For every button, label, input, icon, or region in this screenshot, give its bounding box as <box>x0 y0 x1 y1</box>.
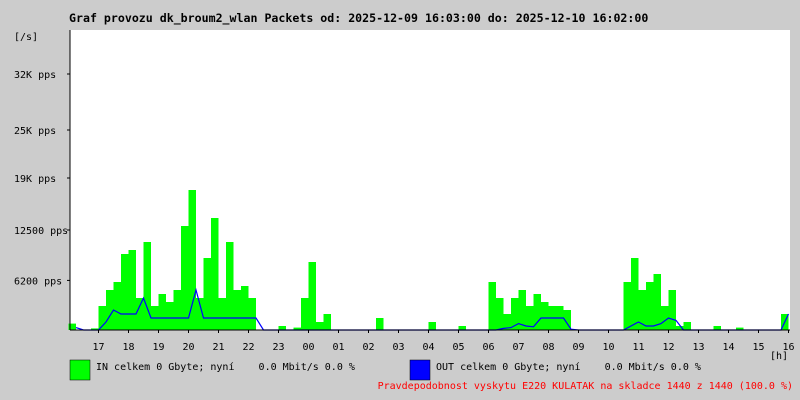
in-bar <box>173 290 181 330</box>
x-tick-label: 07 <box>512 342 524 353</box>
in-bar <box>293 327 301 330</box>
x-tick-label: 10 <box>602 342 614 353</box>
x-tick-label: 09 <box>572 342 584 353</box>
x-tick-label: 15 <box>752 342 764 353</box>
in-bar <box>668 290 676 330</box>
plot-area <box>70 30 790 330</box>
in-bar <box>301 298 309 330</box>
in-bar <box>136 298 144 330</box>
in-bar <box>158 294 166 330</box>
legend-swatch <box>409 359 431 381</box>
in-bar <box>128 250 136 330</box>
x-tick-label: 13 <box>692 342 704 353</box>
in-bar <box>541 302 549 330</box>
in-bar <box>376 318 384 330</box>
x-tick-label: 18 <box>122 342 134 353</box>
y-tick-label: 12500 pps <box>14 226 68 237</box>
in-bar <box>218 298 226 330</box>
x-tick-label: 08 <box>542 342 554 353</box>
x-tick-label: 00 <box>302 342 314 353</box>
x-tick-label: 16 <box>782 342 794 353</box>
in-bar <box>143 242 151 330</box>
in-bar <box>233 290 241 330</box>
chart-title: Graf provozu dk_broum2_wlan Packets od: … <box>69 11 648 26</box>
legend-swatch <box>69 359 91 381</box>
y-tick-label: 25K pps <box>14 126 56 137</box>
y-tick-label: 6200 pps <box>14 276 62 287</box>
x-tick-label: 04 <box>422 342 434 353</box>
in-bar <box>661 306 669 330</box>
in-bar <box>211 218 219 330</box>
x-tick-label: 06 <box>482 342 494 353</box>
in-bar <box>241 286 249 330</box>
in-bar <box>638 290 646 330</box>
in-bar <box>736 327 744 330</box>
in-bar <box>248 298 256 330</box>
x-tick-label: 20 <box>182 342 194 353</box>
in-bar <box>203 258 211 330</box>
in-bar <box>503 314 511 330</box>
x-tick-label: 21 <box>212 342 224 353</box>
y-tick-label: 32K pps <box>14 70 56 81</box>
in-bar <box>226 242 234 330</box>
in-bar <box>188 190 196 330</box>
in-bar <box>623 282 631 330</box>
in-bar <box>121 254 129 330</box>
in-bar <box>106 290 114 330</box>
x-tick-label: 03 <box>392 342 404 353</box>
in-bar <box>676 326 684 330</box>
in-bar <box>526 306 534 330</box>
in-bar <box>316 322 324 330</box>
in-bar <box>683 322 691 330</box>
in-bar <box>646 282 654 330</box>
in-bar <box>323 314 331 330</box>
in-bar <box>91 328 99 330</box>
x-tick-label: 22 <box>242 342 254 353</box>
in-bar <box>181 226 189 330</box>
legend-label: OUT celkem 0 Gbyte; nyní 0.0 Mbit/s 0.0 … <box>436 361 701 373</box>
in-bar <box>278 326 286 330</box>
footnote: Pravdepodobnost vyskytu E220 KULATAK na … <box>378 381 793 392</box>
x-tick-label: 23 <box>272 342 284 353</box>
x-tick-label: 05 <box>452 342 464 353</box>
in-bar <box>533 294 541 330</box>
legend-label: IN celkem 0 Gbyte; nyní 0.0 Mbit/s 0.0 % <box>96 361 355 373</box>
in-bar <box>308 262 316 330</box>
in-bar <box>488 282 496 330</box>
x-tick-label: 14 <box>722 342 734 353</box>
y-tick-label: 19K pps <box>14 174 56 185</box>
in-bar <box>518 290 526 330</box>
in-bar <box>166 302 174 330</box>
in-bar <box>428 322 436 330</box>
in-bar <box>563 310 571 330</box>
in-bar <box>631 258 639 330</box>
in-bar <box>653 274 661 330</box>
x-tick-label: 12 <box>662 342 674 353</box>
x-tick-label: 19 <box>152 342 164 353</box>
in-bar <box>68 323 76 330</box>
in-bar <box>113 282 121 330</box>
in-bar <box>496 298 504 330</box>
x-tick-label: 17 <box>92 342 104 353</box>
in-bar <box>511 298 519 330</box>
in-bar <box>98 306 106 330</box>
in-bar <box>713 326 721 330</box>
x-unit-label: [h] <box>770 351 788 362</box>
x-tick-label: 01 <box>332 342 344 353</box>
in-bar <box>196 298 204 330</box>
y-unit-label: [/s] <box>14 32 38 43</box>
x-tick-label: 11 <box>632 342 644 353</box>
x-tick-label: 02 <box>362 342 374 353</box>
in-bar <box>458 326 466 330</box>
